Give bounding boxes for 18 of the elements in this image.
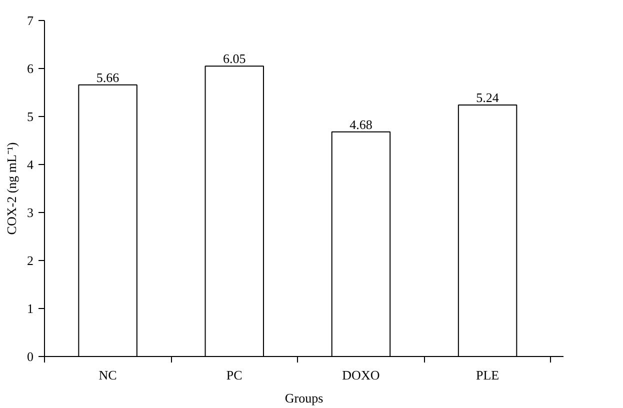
y-axis-title: COX-2 (ng mL⁻¹) xyxy=(4,142,19,235)
y-tick-label: 0 xyxy=(27,349,34,364)
data-label: 4.68 xyxy=(350,116,372,132)
y-tick-label: 1 xyxy=(27,301,34,316)
y-tick-label: 7 xyxy=(27,13,34,28)
x-tick-label: PLE xyxy=(476,368,500,382)
x-tick-label: DOXO xyxy=(342,368,380,382)
data-label: 5.24 xyxy=(476,90,500,105)
y-tick-label: 5 xyxy=(27,109,34,124)
x-tick-label: NC xyxy=(98,368,117,382)
data-label: 6.05 xyxy=(223,51,246,66)
x-tick-label: PC xyxy=(226,368,242,382)
y-tick-label: 3 xyxy=(27,205,34,220)
data-label: 5.66 xyxy=(96,70,120,85)
y-tick-label: 4 xyxy=(27,157,34,172)
y-tick-label: 6 xyxy=(27,61,34,76)
x-axis-title: Groups xyxy=(284,390,324,406)
y-tick-label: 2 xyxy=(27,253,34,268)
